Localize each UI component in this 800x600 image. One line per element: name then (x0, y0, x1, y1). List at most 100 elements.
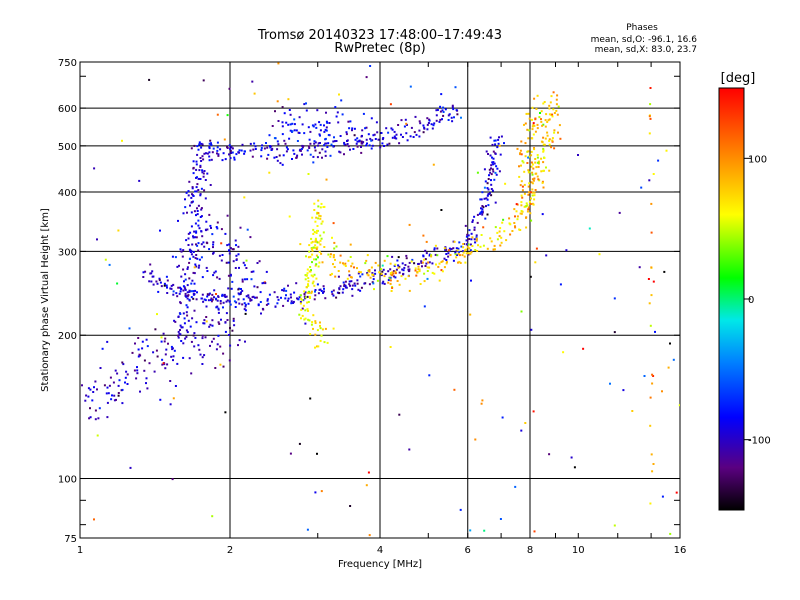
echo-point (613, 524, 616, 527)
echo-point (532, 122, 535, 125)
echo-point (211, 515, 214, 518)
echo-point (283, 139, 286, 142)
echo-point (318, 133, 321, 136)
echo-point (541, 180, 544, 183)
stats-o-mode: mean, sd,O: -96.1, 16.6 (591, 35, 698, 45)
echo-point (309, 333, 312, 336)
echo-point (494, 171, 497, 174)
echo-point (223, 295, 226, 297)
echo-point (540, 157, 543, 160)
echo-point (471, 221, 474, 223)
echo-point (387, 131, 390, 134)
echo-point (246, 278, 249, 281)
echo-point (360, 140, 363, 143)
echo-point (244, 312, 247, 315)
echo-point (405, 254, 408, 257)
echo-point (525, 202, 528, 205)
echo-point (259, 301, 262, 303)
echo-point (227, 261, 230, 264)
echo-point (238, 302, 241, 305)
echo-point (389, 273, 392, 276)
echo-point (254, 148, 257, 150)
echo-point (485, 197, 488, 200)
echo-point (490, 173, 493, 176)
echo-point (527, 169, 530, 172)
echo-point (265, 142, 267, 144)
echo-point (491, 168, 494, 171)
echo-point (550, 95, 553, 98)
echo-point (542, 102, 545, 105)
echo-point (199, 178, 202, 180)
echo-point (307, 309, 309, 312)
echo-point (381, 264, 384, 267)
echo-point (240, 288, 242, 290)
echo-point (473, 228, 476, 231)
echo-point (179, 290, 182, 293)
echo-point (332, 140, 335, 143)
echo-point (551, 140, 554, 143)
echo-point (320, 252, 323, 255)
echo-point (341, 113, 344, 116)
echo-point (186, 331, 189, 334)
echo-point (543, 157, 546, 159)
echo-point (217, 321, 220, 324)
echo-point (383, 282, 386, 285)
echo-point (232, 319, 235, 322)
echo-point (188, 290, 191, 293)
echo-point (380, 268, 383, 271)
echo-point (296, 140, 299, 142)
echo-point (465, 252, 468, 255)
echo-point (528, 200, 531, 203)
echo-point (431, 127, 434, 130)
echo-point (313, 140, 316, 143)
echo-point (309, 130, 312, 133)
echo-point (301, 299, 304, 302)
echo-point (648, 302, 651, 305)
echo-point (303, 290, 306, 293)
echo-point (289, 123, 292, 126)
echo-point (454, 86, 457, 89)
echo-point (84, 399, 87, 402)
echo-point (521, 196, 524, 199)
echo-point (193, 210, 196, 213)
echo-point (195, 176, 197, 179)
echo-point (180, 340, 183, 342)
echo-point (344, 284, 347, 287)
echo-point (489, 237, 492, 240)
echo-point (98, 407, 101, 410)
echo-point (461, 250, 464, 253)
echo-point (202, 300, 205, 303)
echo-point (406, 123, 408, 126)
echo-point (295, 156, 298, 159)
echo-point (519, 184, 522, 187)
echo-point (374, 272, 377, 275)
echo-point (524, 205, 527, 208)
echo-point (351, 288, 354, 291)
echo-point (496, 231, 499, 234)
echo-point (235, 244, 237, 247)
echo-point (494, 143, 497, 146)
echo-point (216, 141, 219, 144)
echo-point (442, 111, 445, 113)
echo-point (432, 124, 435, 127)
echo-point (152, 351, 155, 354)
echo-point (201, 235, 204, 238)
echo-point (142, 271, 145, 274)
echo-point (551, 139, 554, 142)
echo-point (349, 505, 352, 507)
echo-point (365, 126, 368, 129)
echo-point (187, 294, 190, 297)
echo-point (192, 166, 195, 169)
echo-point (669, 532, 672, 535)
echo-point (534, 158, 537, 160)
echo-point (184, 337, 187, 340)
echo-point (235, 258, 238, 261)
echo-point (496, 146, 499, 149)
echo-point (498, 230, 501, 233)
echo-point (174, 385, 177, 387)
echo-point (166, 286, 168, 289)
echo-point (175, 292, 178, 295)
echo-point (169, 287, 172, 290)
echo-point (343, 283, 346, 286)
